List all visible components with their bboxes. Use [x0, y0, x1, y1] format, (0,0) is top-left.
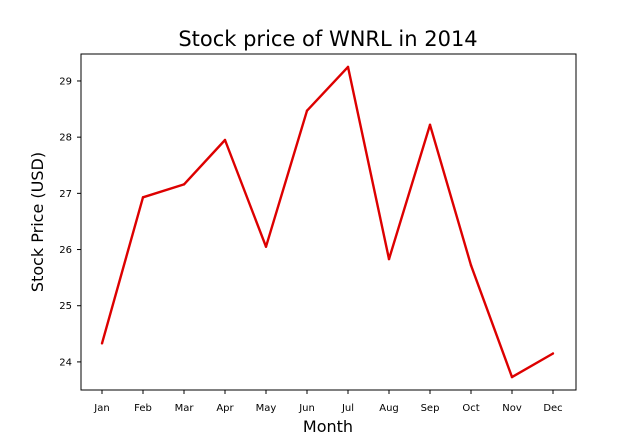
series-layer [100, 65, 555, 379]
data-point [428, 123, 432, 126]
data-point [264, 245, 268, 248]
y-tick-label: 28 [59, 133, 72, 144]
y-tick-label: 25 [59, 301, 72, 312]
data-point [223, 138, 227, 142]
plot-area [80, 53, 577, 391]
series-line [100, 65, 554, 379]
x-tick-label: Aug [379, 403, 399, 414]
chart-title: Stock price of WNRL in 2014 [178, 27, 477, 51]
x-tick-label: Nov [502, 403, 522, 414]
y-axis-ticks: 24 25 26 27 28 29 [59, 76, 81, 368]
data-point [387, 257, 391, 261]
data-point [305, 109, 309, 112]
y-tick-label: 26 [59, 245, 72, 256]
x-tick-label: Dec [543, 403, 562, 414]
x-axis-label: Month [303, 417, 353, 436]
data-point [551, 352, 555, 355]
x-tick-label: Sep [421, 403, 440, 414]
data-point [100, 342, 104, 345]
x-tick-label: Jan [93, 403, 109, 414]
x-tick-label: May [256, 403, 277, 414]
y-tick-label: 29 [59, 76, 72, 87]
x-tick-label: Jul [341, 403, 354, 414]
y-tick-label: 27 [59, 189, 72, 200]
x-axis-ticks: Jan Feb Mar Apr May Jun Jul Aug Sep Oct Nov Dec [93, 390, 563, 414]
x-tick-label: Mar [175, 403, 195, 414]
x-tick-label: Feb [134, 403, 152, 414]
data-point [510, 375, 514, 379]
x-tick-label: Jun [298, 403, 315, 414]
y-tick-label: 24 [59, 357, 72, 368]
data-point [182, 183, 186, 186]
x-tick-label: Oct [462, 403, 479, 414]
y-axis-label: Stock Price (USD) [28, 152, 47, 292]
x-tick-label: Apr [216, 403, 234, 414]
data-point [346, 65, 350, 69]
data-point [469, 264, 473, 267]
data-point [141, 196, 145, 199]
